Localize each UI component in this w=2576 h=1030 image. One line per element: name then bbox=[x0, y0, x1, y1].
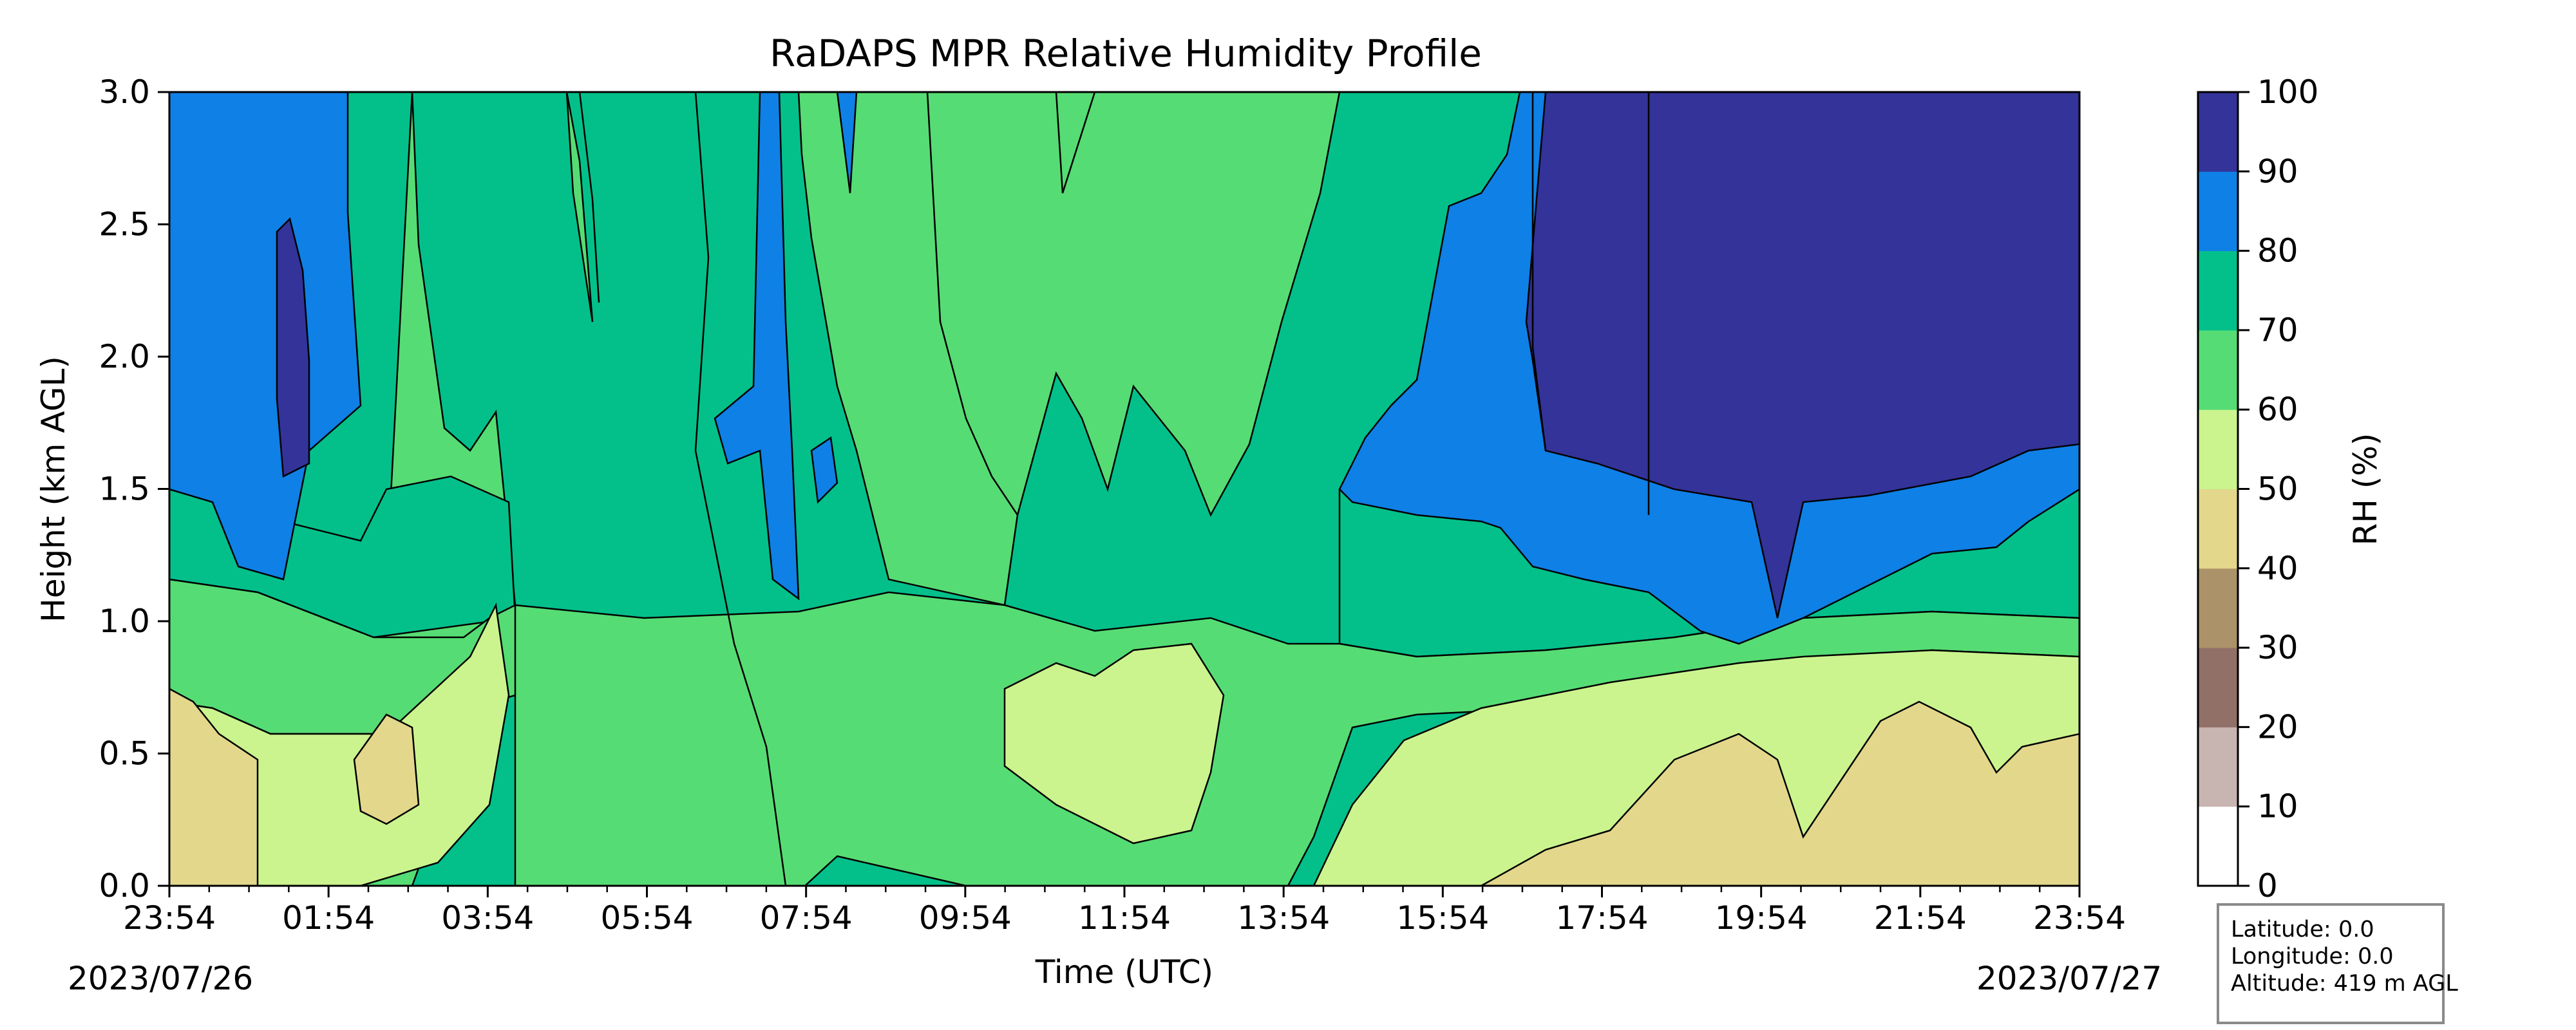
x-axis: 23:54 01:54 03:54 05:54 07:54 09:54 11:54 13:54… bbox=[123, 886, 2126, 937]
colorbar-swatch bbox=[2198, 648, 2238, 727]
x-axis-label: Time (UTC) bbox=[1035, 953, 1213, 991]
colorbar-swatch bbox=[2198, 171, 2238, 252]
colorbar-tick-label: 80 bbox=[2257, 232, 2298, 270]
plot-area bbox=[169, 92, 2079, 886]
x-tick-label: 23:54 bbox=[2033, 899, 2126, 937]
x-tick-label: 15:54 bbox=[1396, 899, 1489, 937]
y-tick-label: 2.5 bbox=[99, 206, 150, 243]
colorbar-swatch bbox=[2198, 727, 2238, 807]
station-info-box: Latitude: 0.0 Longitude: 0.0 Altitude: 4… bbox=[2217, 903, 2458, 1024]
colorbar-tick-label: 50 bbox=[2257, 471, 2298, 508]
y-tick-label: 0.5 bbox=[99, 735, 150, 772]
colorbar-tick-label: 10 bbox=[2257, 788, 2298, 825]
x-tick-label: 05:54 bbox=[600, 899, 693, 937]
colorbar-swatch bbox=[2198, 330, 2238, 410]
colorbar-swatch bbox=[2198, 409, 2238, 489]
x-tick-label: 23:54 bbox=[123, 899, 216, 937]
x-tick-label: 03:54 bbox=[441, 899, 534, 937]
y-tick-label: 1.5 bbox=[99, 471, 150, 508]
colorbar-tick-label: 60 bbox=[2257, 391, 2298, 428]
contour-trace bbox=[578, 92, 1650, 886]
x-tick-label: 01:54 bbox=[282, 899, 375, 937]
x-tick-label: 07:54 bbox=[760, 899, 853, 937]
field-50-60 bbox=[169, 602, 2079, 886]
y-tick-label: 3.0 bbox=[99, 73, 150, 111]
start-date: 2023/07/26 bbox=[68, 960, 253, 997]
x-tick-label: 11:54 bbox=[1078, 899, 1171, 937]
x-tick-label: 21:54 bbox=[1874, 899, 1967, 937]
chart-title: RaDAPS MPR Relative Humidity Profile bbox=[770, 32, 1482, 75]
x-tick-label: 19:54 bbox=[1715, 899, 1808, 937]
colorbar-tick-label: 40 bbox=[2257, 550, 2298, 587]
colorbar-tick-label: 90 bbox=[2257, 153, 2298, 190]
latitude-text: Latitude: 0.0 bbox=[2231, 917, 2374, 942]
colorbar-tick-label: 70 bbox=[2257, 312, 2298, 349]
colorbar-swatch bbox=[2198, 250, 2238, 331]
y-tick-label: 2.0 bbox=[99, 338, 150, 375]
colorbar-swatch bbox=[2198, 489, 2238, 569]
y-axis: 0.0 0.5 1.0 1.5 2.0 2.5 3.0 bbox=[99, 73, 169, 904]
field-40-50 bbox=[169, 688, 2079, 886]
end-date: 2023/07/27 bbox=[1976, 960, 2162, 997]
longitude-text: Longitude: 0.0 bbox=[2231, 944, 2394, 969]
colorbar-tick-label: 100 bbox=[2257, 73, 2318, 111]
y-axis-label: Height (km AGL) bbox=[35, 356, 72, 623]
colorbar-tick-label: 30 bbox=[2257, 629, 2298, 666]
x-tick-label: 09:54 bbox=[919, 899, 1012, 937]
x-tick-label: 13:54 bbox=[1237, 899, 1330, 937]
field-90-100 bbox=[276, 92, 2079, 619]
colorbar-swatch bbox=[2198, 806, 2238, 886]
y-tick-label: 1.0 bbox=[99, 603, 150, 640]
colorbar-swatch bbox=[2198, 92, 2238, 172]
colorbar-swatch bbox=[2198, 568, 2238, 648]
colorbar: 0 10 20 30 40 50 60 70 80 90 100 bbox=[2197, 73, 2318, 904]
altitude-text: Altitude: 419 m AGL bbox=[2231, 971, 2458, 997]
x-tick-label: 17:54 bbox=[1555, 899, 1648, 937]
colorbar-tick-label: 20 bbox=[2257, 708, 2298, 745]
colorbar-tick-label: 0 bbox=[2257, 867, 2278, 904]
colorbar-label: RH (%) bbox=[2347, 433, 2384, 546]
y-tick-label: 0.0 bbox=[99, 867, 150, 904]
